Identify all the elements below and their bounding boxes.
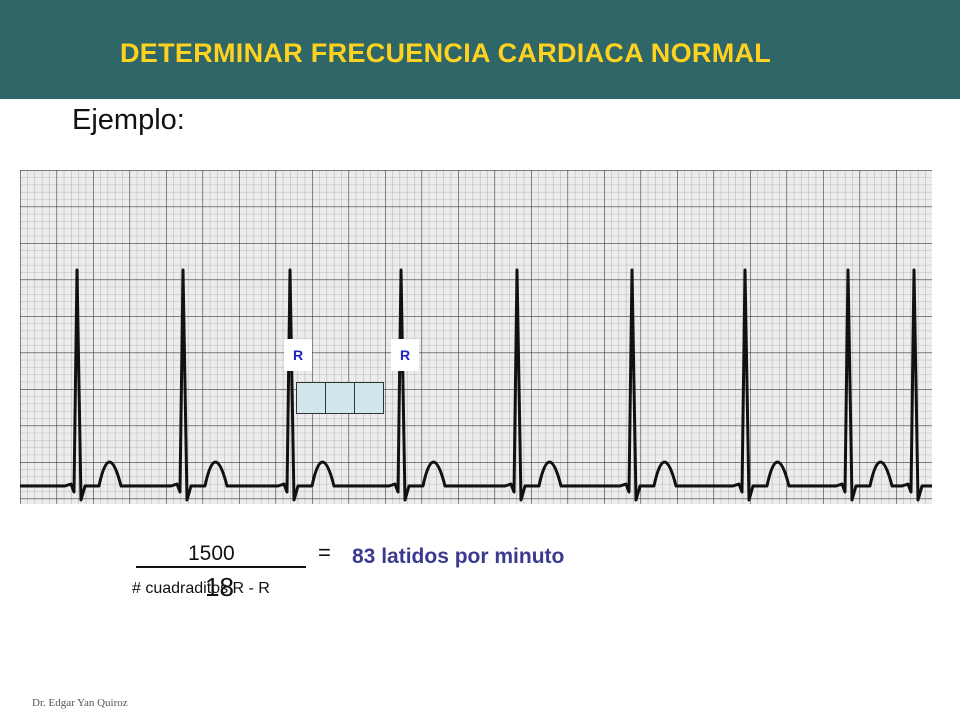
r-wave-label-2: R [399, 347, 411, 363]
r-wave-marker-1: R [284, 339, 312, 371]
formula-denominator-value: 18 [205, 572, 234, 602]
ecg-grid [20, 170, 932, 504]
highlight-square [326, 383, 355, 413]
formula-result: 83 latidos por minuto [352, 545, 565, 568]
slide-header: DETERMINAR FRECUENCIA CARDIACA NORMAL [0, 0, 960, 99]
fraction-line [136, 566, 306, 568]
highlight-square [297, 383, 326, 413]
formula-equals: = [318, 540, 331, 565]
rr-small-squares-highlight [296, 382, 384, 414]
ecg-trace [20, 268, 932, 502]
author-footer: Dr. Edgar Yan Quiroz [32, 697, 128, 709]
example-heading: Ejemplo: [72, 104, 185, 136]
formula-numerator: 1500 [188, 542, 235, 565]
r-wave-marker-2: R [391, 339, 419, 371]
slide-title: DETERMINAR FRECUENCIA CARDIACA NORMAL [120, 38, 772, 68]
r-wave-label-1: R [292, 347, 304, 363]
highlight-square [355, 383, 383, 413]
ecg-strip [20, 170, 932, 504]
formula-denominator-label: # cuadraditos R - R [132, 580, 270, 597]
